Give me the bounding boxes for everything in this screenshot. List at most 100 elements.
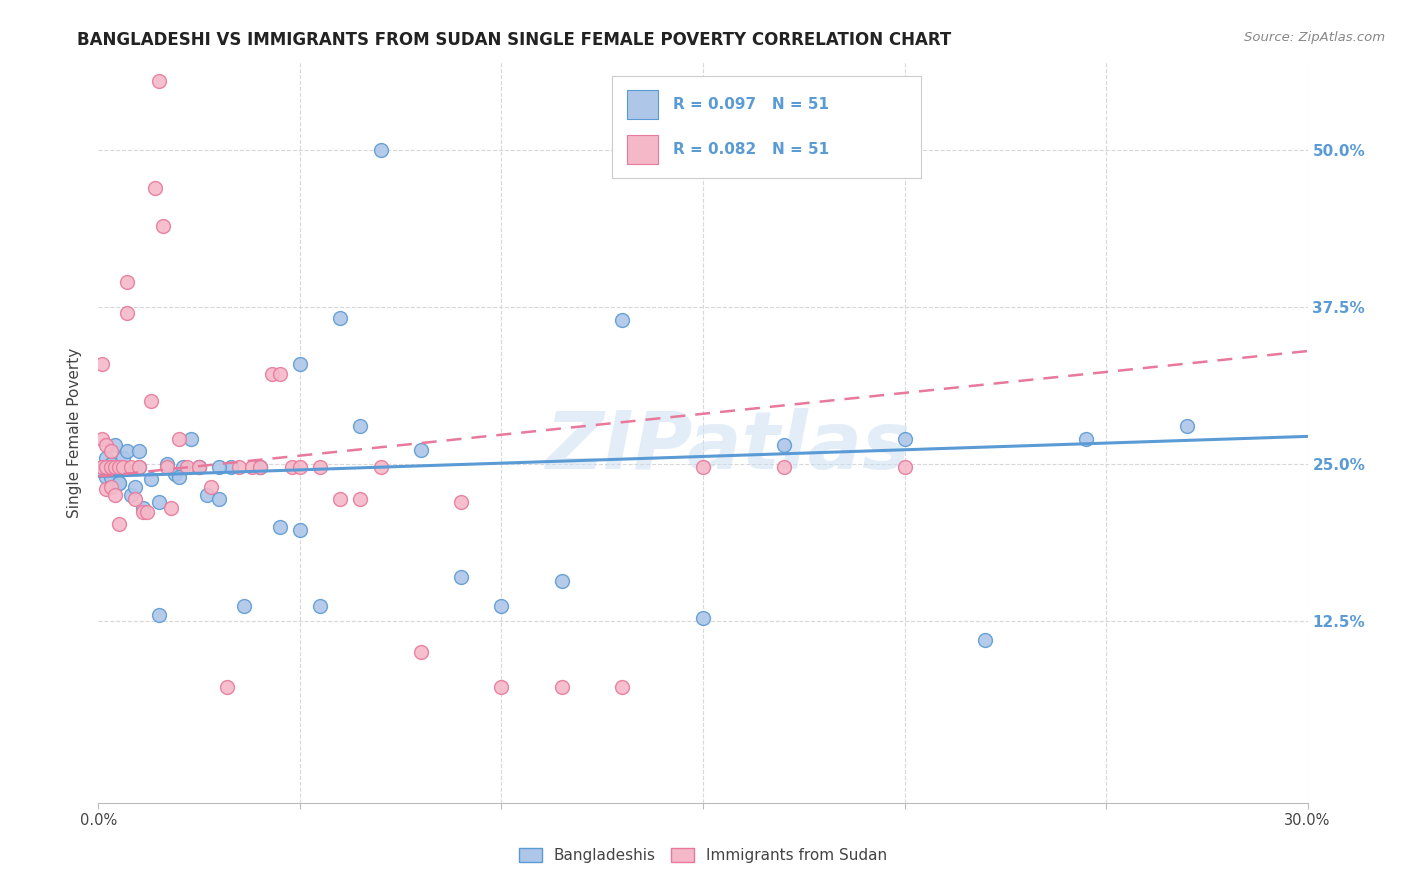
- Point: [100, 459, 122, 474]
- Point: [107, 517, 129, 532]
- Point: [692, 459, 714, 474]
- Point: [249, 459, 271, 474]
- Point: [188, 459, 211, 474]
- Point: [217, 681, 239, 695]
- Point: [100, 469, 122, 483]
- Point: [772, 438, 794, 452]
- Point: [450, 570, 472, 584]
- Point: [188, 459, 211, 474]
- Point: [893, 459, 915, 474]
- Point: [111, 459, 134, 474]
- Point: [240, 459, 263, 474]
- Point: [249, 459, 271, 474]
- Point: [370, 459, 392, 474]
- Point: [329, 492, 352, 507]
- Point: [160, 500, 183, 515]
- Point: [115, 306, 138, 320]
- Point: [128, 459, 150, 474]
- Point: [115, 444, 138, 458]
- Point: [288, 357, 311, 371]
- Point: [551, 574, 574, 588]
- Point: [100, 444, 122, 458]
- Point: [309, 459, 332, 474]
- Legend: Bangladeshis, Immigrants from Sudan: Bangladeshis, Immigrants from Sudan: [513, 842, 893, 869]
- Point: [124, 479, 146, 493]
- Point: [96, 482, 118, 496]
- Point: [107, 475, 129, 490]
- Point: [491, 681, 513, 695]
- Point: [148, 494, 170, 508]
- Point: [115, 275, 138, 289]
- Point: [309, 599, 332, 613]
- Point: [139, 394, 162, 409]
- Point: [139, 472, 162, 486]
- Point: [612, 681, 634, 695]
- Point: [103, 459, 125, 474]
- Point: [96, 459, 118, 474]
- Point: [172, 459, 194, 474]
- Point: [249, 459, 271, 474]
- Point: [176, 459, 198, 474]
- Point: [152, 219, 174, 233]
- Text: R = 0.097   N = 51: R = 0.097 N = 51: [673, 97, 830, 112]
- Point: [208, 492, 231, 507]
- Point: [221, 459, 243, 474]
- Point: [132, 505, 155, 519]
- Point: [228, 459, 250, 474]
- Point: [409, 443, 432, 458]
- Point: [692, 611, 714, 625]
- Point: [156, 457, 179, 471]
- Point: [148, 607, 170, 622]
- Point: [281, 459, 304, 474]
- Point: [128, 459, 150, 474]
- Point: [772, 459, 794, 474]
- Point: [491, 599, 513, 613]
- Point: [156, 459, 179, 474]
- Point: [148, 74, 170, 88]
- Point: [612, 312, 634, 326]
- Point: [370, 143, 392, 157]
- Point: [167, 432, 190, 446]
- Point: [111, 450, 134, 465]
- Point: [120, 459, 142, 474]
- Text: Source: ZipAtlas.com: Source: ZipAtlas.com: [1244, 31, 1385, 45]
- Point: [128, 444, 150, 458]
- Point: [551, 681, 574, 695]
- Point: [91, 357, 114, 371]
- Point: [180, 432, 202, 446]
- Point: [103, 488, 125, 502]
- Point: [167, 469, 190, 483]
- Point: [349, 492, 371, 507]
- Y-axis label: Single Female Poverty: Single Female Poverty: [67, 348, 83, 517]
- Point: [349, 419, 371, 434]
- Point: [96, 450, 118, 465]
- Text: BANGLADESHI VS IMMIGRANTS FROM SUDAN SINGLE FEMALE POVERTY CORRELATION CHART: BANGLADESHI VS IMMIGRANTS FROM SUDAN SIN…: [77, 31, 952, 49]
- Point: [96, 469, 118, 483]
- Point: [409, 645, 432, 659]
- Point: [450, 494, 472, 508]
- Point: [188, 459, 211, 474]
- Point: [1175, 419, 1198, 434]
- Point: [135, 505, 157, 519]
- Point: [893, 432, 915, 446]
- Point: [208, 459, 231, 474]
- Point: [232, 599, 254, 613]
- Point: [132, 500, 155, 515]
- Point: [260, 367, 283, 381]
- Point: [329, 311, 352, 326]
- Point: [143, 181, 166, 195]
- Point: [163, 467, 186, 481]
- Point: [100, 457, 122, 471]
- Point: [91, 463, 114, 477]
- Point: [288, 524, 311, 538]
- Bar: [627, 90, 658, 119]
- Point: [100, 479, 122, 493]
- Text: R = 0.082   N = 51: R = 0.082 N = 51: [673, 142, 830, 157]
- Point: [269, 367, 291, 381]
- Point: [96, 438, 118, 452]
- Point: [107, 459, 129, 474]
- Point: [107, 459, 129, 474]
- Point: [200, 479, 222, 493]
- Bar: [627, 136, 658, 164]
- Point: [120, 488, 142, 502]
